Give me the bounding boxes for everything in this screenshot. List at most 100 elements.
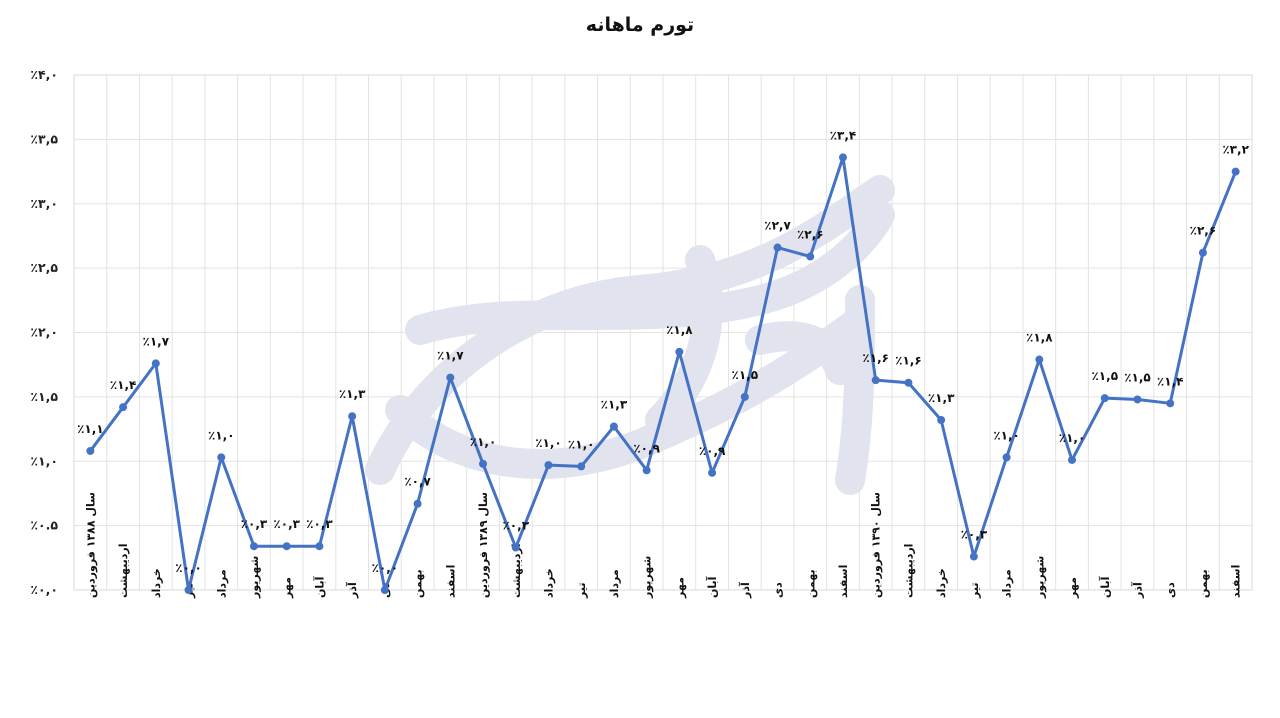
data-point — [675, 347, 684, 356]
data-point — [708, 468, 717, 477]
x-tick-label: شهریور — [1033, 556, 1046, 599]
data-label: ٪۱,۸ — [666, 323, 693, 337]
data-label: ٪۱,۳ — [601, 397, 628, 411]
data-point — [1231, 167, 1240, 176]
data-point — [1068, 455, 1077, 464]
data-point — [446, 373, 455, 382]
x-tick-label: آذر — [738, 582, 752, 599]
y-axis: ٪۰,۰ ٪۰.۵ ٪۱,۰ ٪۱,۵ ٪۲,۰ ٪۲,۵ ٪۳,۰ ٪۳,۵ ٪۴,۰ — [30, 67, 58, 597]
x-tick-label: اردیبهشت — [510, 544, 523, 598]
data-point — [1100, 394, 1109, 403]
x-tick-label: مرداد — [215, 569, 228, 598]
y-tick-label: ٪۴,۰ — [30, 67, 58, 82]
data-label: ٪۰,۳ — [241, 517, 268, 531]
x-tick-label: مهر — [1066, 577, 1079, 599]
data-point — [217, 453, 226, 462]
x-tick-label: دی — [772, 582, 785, 598]
x-tick-label: تیر — [968, 583, 981, 599]
x-tick-label: آبان — [312, 576, 326, 598]
y-tick-label: ٪۲,۵ — [30, 260, 58, 275]
data-label: ٪۱,۴ — [110, 378, 137, 392]
data-point — [740, 392, 749, 401]
data-label: ٪۱,۳ — [928, 391, 955, 405]
data-label: ٪۰,۷ — [404, 475, 431, 489]
data-point — [1166, 399, 1175, 408]
data-point — [282, 542, 291, 551]
x-tick-label: اردیبهشت — [117, 544, 130, 598]
x-tick-label: اردیبهشت — [902, 544, 915, 598]
x-tick-label: آذر — [1130, 582, 1144, 599]
data-label: ٪۱,۵ — [1091, 369, 1118, 383]
series-line — [86, 153, 1240, 594]
data-label: ٪۰,۳ — [502, 519, 529, 533]
x-tick-label: مهر — [673, 577, 686, 599]
data-point — [249, 542, 258, 551]
data-point — [1133, 395, 1142, 404]
x-tick-label: سال ۱۳۸۹ فروردین — [477, 492, 490, 598]
y-tick-label: ٪۰.۵ — [30, 518, 58, 533]
x-tick-label: اسفند — [837, 565, 850, 598]
data-point — [315, 542, 324, 551]
data-label: ٪۱,۰ — [993, 428, 1020, 442]
x-tick-label: سال ۱۳۸۸ فروردین — [84, 492, 97, 598]
data-labels: ٪۱,۱ ٪۱,۴ ٪۱,۷ ٪۰,۰ ٪۱,۰ ٪۰,۳ ٪۰,۳ ٪۰,۳ ٪۱,۳ ٪۰,۰… — [77, 128, 1249, 575]
data-point — [184, 586, 193, 594]
data-label: ٪۳,۲ — [1222, 143, 1249, 157]
data-point — [348, 412, 357, 421]
data-label: ٪۱,۰ — [208, 428, 235, 442]
data-label: ٪۱,۰ — [535, 436, 562, 450]
x-tick-label: اسفند — [1230, 565, 1243, 598]
y-tick-label: ٪۱,۰ — [30, 453, 58, 468]
data-label: ٪۱,۳ — [339, 387, 366, 401]
x-tick-label: آذر — [345, 582, 359, 599]
data-point — [969, 552, 978, 561]
x-tick-label: اسفند — [444, 565, 457, 598]
x-tick-label: دی — [1164, 582, 1177, 598]
data-point — [1198, 248, 1207, 257]
data-label: ٪۲,۷ — [764, 219, 791, 233]
data-label: ٪۱,۰ — [568, 437, 595, 451]
data-point — [413, 499, 422, 508]
data-point — [511, 543, 520, 552]
data-point — [151, 359, 160, 368]
data-label: ٪۰,۹ — [699, 444, 726, 458]
y-tick-label: ٪۳,۰ — [30, 196, 58, 211]
data-point — [119, 403, 128, 412]
x-tick-label: خرداد — [935, 568, 948, 598]
data-label: ٪۱,۴ — [1157, 374, 1184, 388]
data-point — [937, 416, 946, 425]
x-tick-label: تیر — [575, 583, 588, 599]
data-label: ٪۱,۰ — [470, 435, 497, 449]
data-point — [838, 153, 847, 162]
data-point — [806, 252, 815, 261]
x-tick-label: بهمن — [1197, 569, 1210, 598]
data-point — [577, 462, 586, 471]
x-tick-label: آبان — [705, 576, 719, 598]
data-label: ٪۰,۰ — [175, 561, 202, 575]
data-label: ٪۰,۳ — [306, 517, 333, 531]
data-point — [380, 586, 389, 594]
data-label: ٪۱,۶ — [862, 351, 889, 365]
x-tick-label: شهریور — [641, 556, 654, 599]
data-label: ٪۱,۶ — [895, 354, 922, 368]
x-tick-label: خرداد — [150, 568, 163, 598]
data-point — [1035, 355, 1044, 364]
y-tick-label: ٪۳,۵ — [30, 131, 58, 146]
data-label: ٪۲,۶ — [1190, 224, 1217, 238]
x-tick-label: شهریور — [248, 556, 261, 599]
gridlines — [73, 74, 1253, 591]
x-tick-label: سال ۱۳۹۰ فروردین — [870, 492, 883, 598]
x-tick-label: مرداد — [1001, 569, 1014, 598]
x-tick-label: خرداد — [542, 568, 555, 598]
data-point — [479, 459, 488, 468]
data-point — [609, 422, 618, 431]
y-tick-label: ٪۲,۰ — [30, 325, 58, 340]
data-point — [544, 461, 553, 470]
data-label: ٪۱,۵ — [1124, 370, 1151, 384]
chart-title: تورم ماهانه — [585, 14, 695, 36]
data-point — [1002, 453, 1011, 462]
y-tick-label: ٪۱,۵ — [30, 389, 58, 404]
data-label: ٪۱,۷ — [437, 349, 464, 363]
x-tick-label: آبان — [1098, 576, 1112, 598]
